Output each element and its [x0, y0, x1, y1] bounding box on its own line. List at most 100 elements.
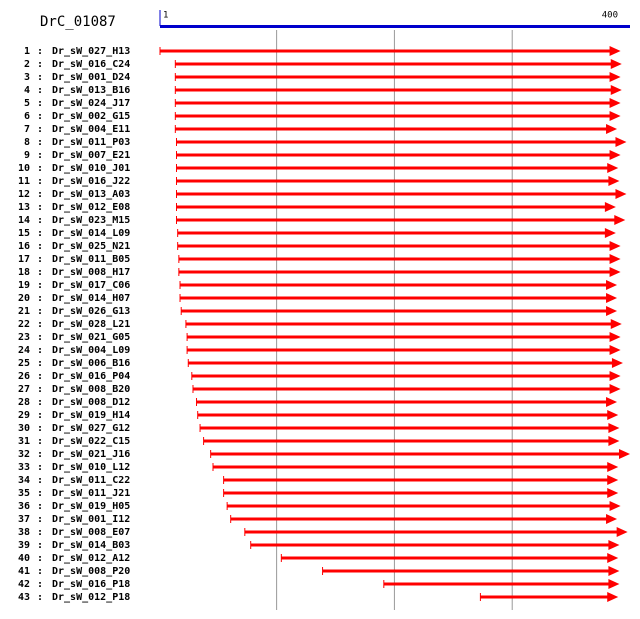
clone-arrow — [322, 566, 620, 576]
arrow-shaft — [181, 309, 608, 313]
arrow-shaft — [191, 374, 611, 378]
arrow-head — [616, 527, 628, 537]
row-index: 38 — [18, 527, 30, 538]
row-index: 15 — [18, 228, 30, 239]
clone-arrow — [212, 462, 619, 472]
arrow-shaft — [175, 101, 611, 105]
arrow-head — [610, 59, 622, 69]
row-index: 13 — [18, 202, 30, 213]
row-separator: : — [37, 488, 43, 499]
arrow-shaft — [160, 49, 611, 53]
clone-arrow — [187, 358, 623, 368]
clone-name: Dr_sW_027_G12 — [52, 423, 130, 434]
row-separator: : — [37, 592, 43, 603]
row-separator: : — [37, 306, 43, 317]
arrow-shaft — [176, 140, 617, 144]
clone-arrow — [179, 293, 618, 303]
scale-end-label: 400 — [602, 11, 618, 21]
clone-arrow — [175, 215, 626, 225]
row-separator: : — [37, 150, 43, 161]
row-index: 12 — [18, 189, 30, 200]
arrow-shaft — [176, 218, 616, 222]
arrow-head — [609, 501, 621, 511]
row-index: 23 — [18, 332, 30, 343]
arrow-shaft — [196, 400, 608, 404]
clone-arrow — [175, 189, 627, 199]
row-separator: : — [37, 410, 43, 421]
arrow-head — [608, 540, 620, 550]
arrow-shaft — [322, 569, 610, 573]
arrow-shaft — [203, 439, 610, 443]
arrow-head — [609, 46, 621, 56]
row-index: 4 — [24, 85, 30, 96]
row-separator: : — [37, 280, 43, 291]
clone-arrow — [226, 501, 621, 511]
clone-arrow — [192, 384, 621, 394]
clone-arrow — [196, 397, 618, 407]
arrow-head — [604, 228, 616, 238]
clone-name: Dr_sW_017_C06 — [52, 280, 130, 291]
row-separator: : — [37, 527, 43, 538]
row-separator: : — [37, 332, 43, 343]
clone-arrow — [210, 449, 630, 459]
clone-name: Dr_sW_028_L21 — [52, 319, 130, 330]
row-separator: : — [37, 501, 43, 512]
row-index: 1 — [24, 46, 30, 57]
clone-name: Dr_sW_027_H13 — [52, 46, 130, 57]
arrow-head — [608, 566, 620, 576]
clone-name: Dr_sW_013_B16 — [52, 85, 130, 96]
clone-name: Dr_sW_006_B16 — [52, 358, 130, 369]
arrow-head — [609, 150, 621, 160]
arrow-shaft — [175, 62, 612, 66]
clone-name: Dr_sW_014_B03 — [52, 540, 130, 551]
arrow-head — [608, 436, 620, 446]
row-separator: : — [37, 319, 43, 330]
row-index: 41 — [18, 566, 30, 577]
clone-name: Dr_sW_011_P03 — [52, 137, 130, 148]
clone-name: Dr_sW_014_H07 — [52, 293, 130, 304]
arrow-shaft — [187, 335, 611, 339]
clone-name: Dr_sW_001_I12 — [52, 514, 130, 525]
row-separator: : — [37, 540, 43, 551]
arrow-head — [604, 202, 616, 212]
row-separator: : — [37, 215, 43, 226]
clone-arrow — [174, 124, 618, 134]
row-separator: : — [37, 293, 43, 304]
arrow-shaft — [180, 296, 608, 300]
row-index: 5 — [24, 98, 30, 109]
clone-arrow — [479, 592, 619, 602]
clone-arrow — [174, 72, 621, 82]
row-separator: : — [37, 449, 43, 460]
arrow-head — [609, 254, 621, 264]
arrow-shaft — [223, 491, 609, 495]
row-index: 8 — [24, 137, 30, 148]
row-separator: : — [37, 397, 43, 408]
clone-name: Dr_sW_004_E11 — [52, 124, 130, 135]
arrow-shaft — [175, 75, 611, 79]
row-separator: : — [37, 475, 43, 486]
title: DrC_01087 — [40, 14, 116, 30]
clone-name: Dr_sW_016_P04 — [52, 371, 130, 382]
clone-name: Dr_sW_011_C22 — [52, 475, 130, 486]
row-index: 14 — [18, 215, 30, 226]
arrow-shaft — [175, 88, 612, 92]
clone-arrow — [177, 228, 616, 238]
arrow-shaft — [176, 166, 609, 170]
clone-arrow — [280, 553, 619, 563]
clone-name: Dr_sW_004_L09 — [52, 345, 130, 356]
arrow-head — [608, 176, 620, 186]
row-index: 11 — [18, 176, 30, 187]
arrow-shaft — [230, 517, 608, 521]
scale-bar — [160, 25, 630, 28]
arrow-shaft — [178, 257, 611, 261]
arrow-shaft — [210, 452, 621, 456]
row-index: 43 — [18, 592, 30, 603]
clone-name: Dr_sW_019_H14 — [52, 410, 130, 421]
clone-name: Dr_sW_016_P18 — [52, 579, 130, 590]
clone-name: Dr_sW_012_E08 — [52, 202, 130, 213]
clone-name: Dr_sW_021_J16 — [52, 449, 130, 460]
row-index: 30 — [18, 423, 30, 434]
arrow-shaft — [383, 582, 610, 586]
row-separator: : — [37, 566, 43, 577]
